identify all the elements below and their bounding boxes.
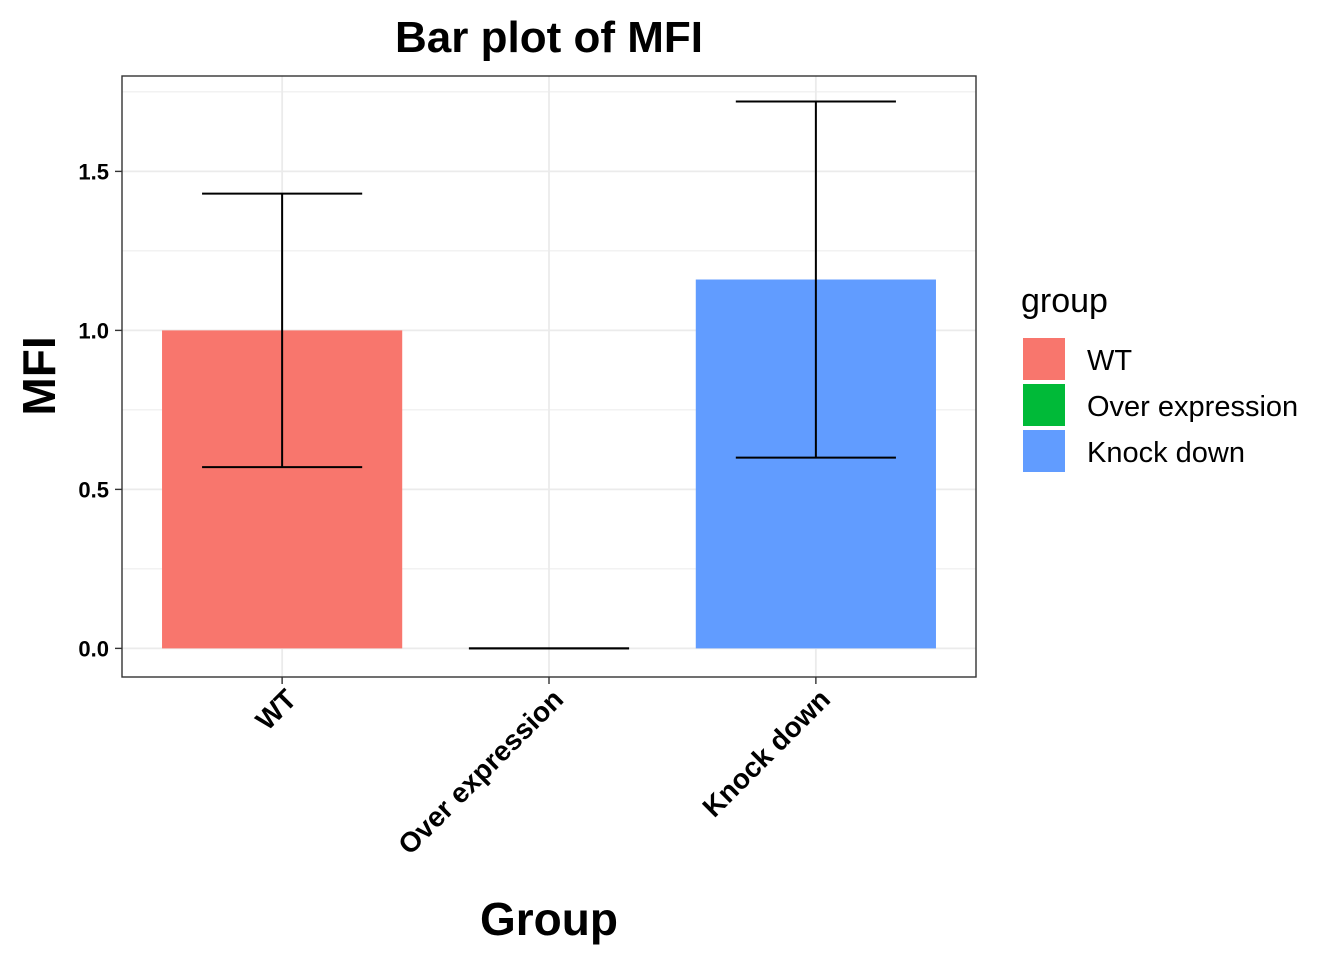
x-tick-label: Knock down	[696, 683, 836, 823]
legend: group WT Over expression Knock down	[1021, 282, 1298, 472]
legend-key	[1023, 338, 1065, 380]
x-tick-label: WT	[250, 683, 303, 736]
legend-title: group	[1021, 282, 1108, 320]
y-tick-label: 0.0	[78, 636, 109, 661]
legend-key	[1023, 430, 1065, 472]
chart-title: Bar plot of MFI	[395, 13, 703, 62]
legend-label: Knock down	[1087, 437, 1245, 469]
x-tick-label: Over expression	[392, 683, 569, 860]
legend-label: WT	[1087, 345, 1132, 377]
y-tick-label: 1.5	[78, 159, 109, 184]
y-axis-title: MFI	[13, 336, 65, 415]
y-tick-label: 1.0	[78, 318, 109, 343]
legend-key	[1023, 384, 1065, 426]
legend-items: WT Over expression Knock down	[1023, 338, 1298, 472]
legend-label: Over expression	[1087, 391, 1298, 423]
plot-panel	[121, 75, 977, 678]
y-axis: 0.0 0.5 1.0 1.5	[78, 159, 122, 661]
x-axis: WT Over expression Knock down	[250, 677, 836, 860]
x-axis-title: Group	[480, 893, 618, 945]
y-tick-label: 0.5	[78, 477, 109, 502]
error-bars	[202, 100, 896, 650]
